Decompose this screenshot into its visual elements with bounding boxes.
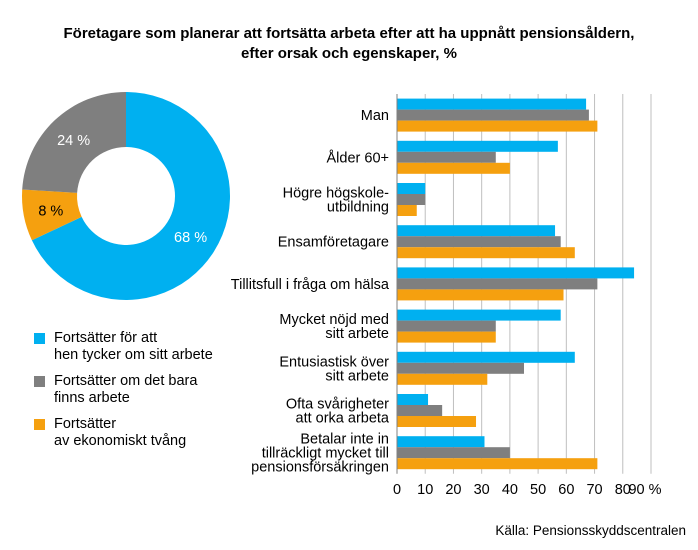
- legend-swatch: [34, 333, 45, 344]
- x-tick-label: 10: [417, 482, 433, 498]
- bar: [397, 394, 429, 405]
- category-label: Betalar inte in: [300, 432, 389, 448]
- category-label: att orka arbeta: [296, 411, 390, 427]
- bar: [397, 267, 635, 279]
- bar: [397, 416, 477, 427]
- donut-slice: [21, 189, 82, 241]
- donut-slice-label: 8 %: [38, 203, 63, 219]
- bar: [397, 362, 524, 374]
- bar: [397, 205, 417, 216]
- legend-label: Fortsätter om det bara: [54, 373, 198, 389]
- category-label: sitt arbete: [325, 326, 389, 342]
- legend-swatch: [34, 419, 45, 430]
- bar: [397, 194, 426, 205]
- category-label: Entusiastisk över: [279, 354, 389, 370]
- x-tick-label: 50: [530, 482, 546, 498]
- category-label: sitt arbete: [325, 368, 389, 384]
- source-note: Källa: Pensionsskyddscentralen: [495, 523, 686, 538]
- category-label: Mycket nöjd med: [279, 312, 389, 328]
- bar: [397, 278, 598, 290]
- x-tick-label: 60: [558, 482, 574, 498]
- legend-label: finns arbete: [54, 390, 130, 406]
- bar: [397, 447, 510, 459]
- legend-item: Fortsätter av ekonomiskt tvång: [34, 416, 213, 450]
- x-tick-label: 80: [615, 482, 631, 498]
- legend-label: hen tycker om sitt arbete: [54, 347, 213, 363]
- chart-title-line-2: efter orsak och egenskaper, %: [241, 45, 457, 62]
- category-label: Ofta svårigheter: [286, 397, 389, 413]
- bar: [397, 331, 496, 343]
- bar: [397, 247, 575, 259]
- category-label: tillräckligt mycket till: [262, 446, 389, 462]
- legend-label: Fortsätter för att: [54, 330, 158, 346]
- chart-title: Företagare som planerar att fortsätta ar…: [0, 24, 698, 64]
- bar: [397, 351, 575, 363]
- bar: [397, 140, 558, 152]
- category-label: Man: [361, 108, 389, 124]
- category-label: Tillitsfull i fråga om hälsa: [231, 277, 390, 293]
- category-label: Ålder 60+: [327, 149, 389, 166]
- donut-slice-label: 68 %: [174, 230, 207, 246]
- category-label: Ensamföretagare: [278, 235, 389, 251]
- legend-item: Fortsätter om det bara finns arbete: [34, 373, 213, 407]
- chart-title-line-1: Företagare som planerar att fortsätta ar…: [63, 25, 635, 42]
- x-tick-label: 40: [502, 482, 518, 498]
- category-label: utbildning: [327, 200, 389, 216]
- legend-label: av ekonomiskt tvång: [54, 433, 187, 449]
- bar: [397, 120, 598, 132]
- bar: [397, 436, 485, 448]
- x-tick-label: 90 %: [628, 482, 661, 498]
- x-tick-label: 0: [393, 482, 401, 498]
- bar: [397, 309, 561, 321]
- bar: [397, 289, 564, 301]
- x-tick-label: 30: [474, 482, 490, 498]
- donut-slice: [31, 92, 231, 300]
- bar: [397, 151, 496, 163]
- bar: [397, 458, 598, 470]
- bar: [397, 373, 488, 385]
- category-label: pensionsförsäkringen: [251, 460, 389, 476]
- x-tick-label: 70: [586, 482, 602, 498]
- bar: [397, 405, 443, 416]
- bar: [397, 320, 496, 332]
- bar: [397, 183, 426, 194]
- donut-slice-label: 24 %: [57, 133, 90, 149]
- legend-label: Fortsätter: [54, 416, 117, 432]
- donut-slice: [22, 92, 126, 193]
- bar: [397, 225, 556, 237]
- bar: [397, 162, 510, 174]
- bar: [397, 236, 561, 248]
- bar: [397, 98, 587, 110]
- category-label: Högre högskole-: [283, 186, 390, 202]
- bar: [397, 109, 589, 121]
- x-tick-label: 20: [445, 482, 461, 498]
- legend-item: Fortsätter för att hen tycker om sitt arb…: [34, 330, 213, 364]
- legend-swatch: [34, 376, 45, 387]
- legend: Fortsätter för att hen tycker om sitt arb…: [34, 330, 213, 459]
